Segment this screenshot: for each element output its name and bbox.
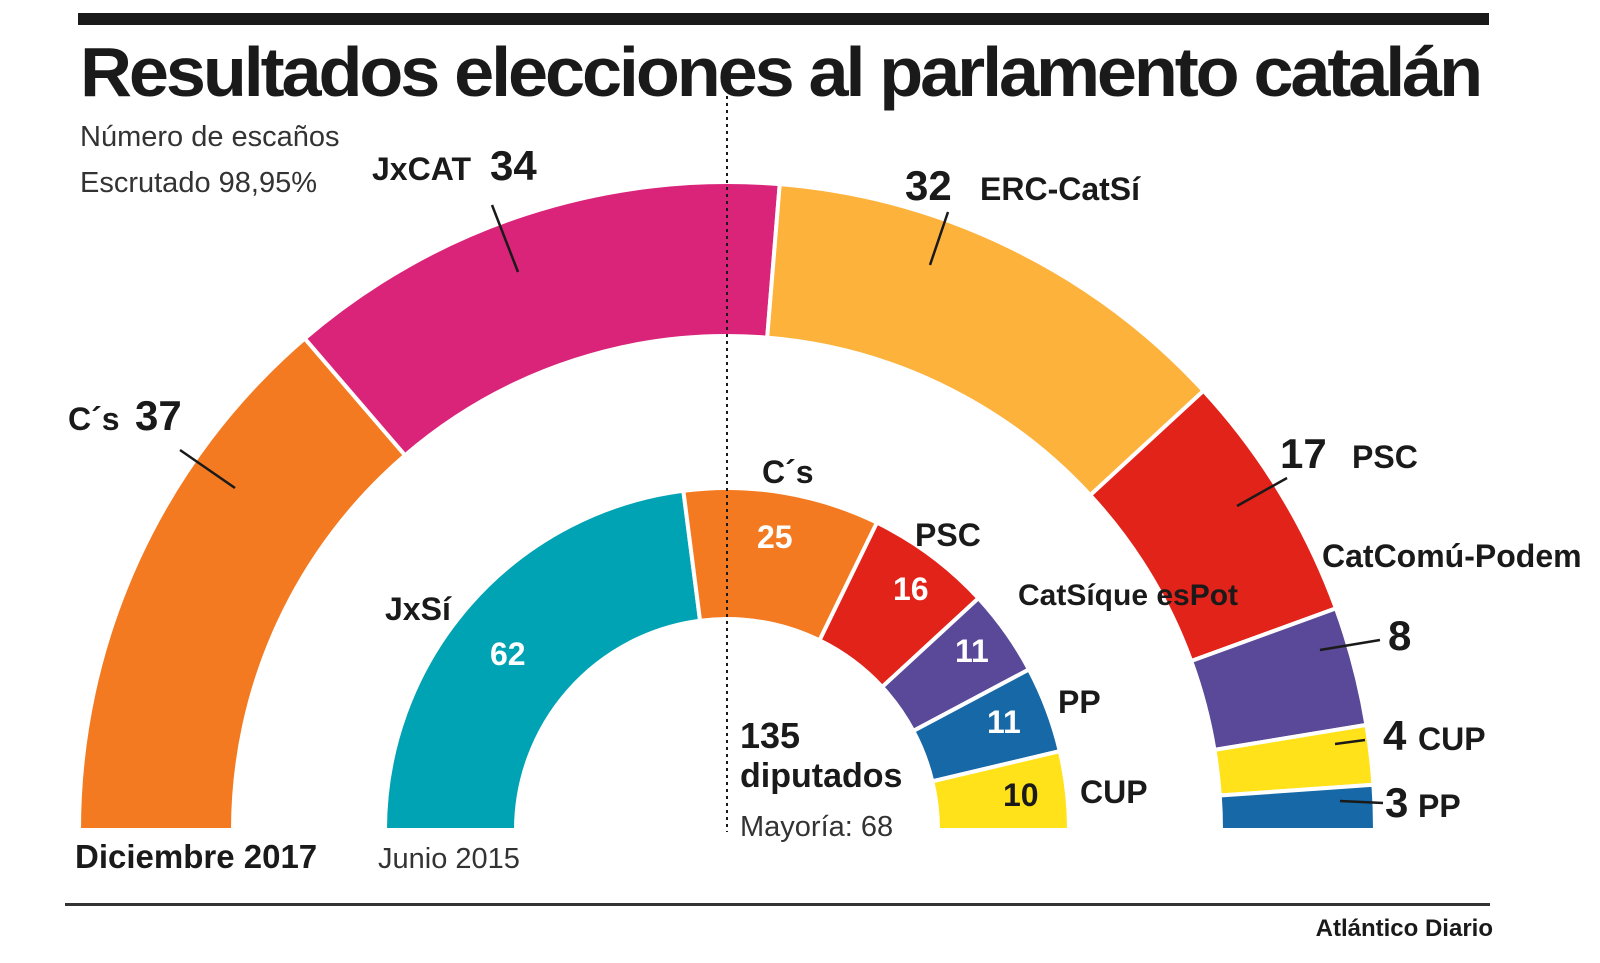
value-pp-2017: 3 <box>1385 779 1408 826</box>
inner-donut-2015 <box>382 486 1072 832</box>
value-jxcat: 34 <box>490 142 537 189</box>
label-pp-2017: PP <box>1418 788 1461 824</box>
label-pp-2015: PP <box>1058 684 1101 720</box>
value-psc-2017: 17 <box>1280 430 1327 477</box>
value-csqep: 11 <box>955 633 989 669</box>
value-psc-2015: 16 <box>893 571 929 607</box>
value-catcomu: 8 <box>1388 612 1411 659</box>
value-erc: 32 <box>905 162 952 209</box>
subtitle-seats: Número de escaños <box>80 121 340 153</box>
majority: Mayoría: 68 <box>740 811 893 843</box>
outer-label-2017: Diciembre 2017 <box>75 838 317 875</box>
segment-cup <box>929 748 1072 832</box>
leader-cup <box>1334 738 1366 746</box>
leader-jxcat <box>490 204 520 273</box>
label-jxsi: JxSí <box>385 591 452 627</box>
label-cup-2017: CUP <box>1418 721 1486 757</box>
label-erc: ERC-CatSí <box>980 171 1141 207</box>
label-cs-2015: C´s <box>762 454 814 490</box>
subtitle-counted: Escrutado 98,95% <box>80 167 317 199</box>
leader-psc <box>1236 476 1288 508</box>
top-rule <box>78 13 1489 25</box>
segment-pp <box>1217 782 1378 832</box>
segment-jxcat <box>301 180 782 459</box>
label-csqep: CatSíque esPot <box>1018 579 1238 612</box>
outer-donut-2017 <box>76 180 1378 832</box>
value-cs-2017: 37 <box>135 392 182 439</box>
leader-pp <box>1339 799 1384 805</box>
value-cup-2017: 4 <box>1383 712 1407 759</box>
source: Atlántico Diario <box>1316 915 1493 942</box>
total-seats-label: diputados <box>740 757 902 795</box>
segment-c-s <box>76 335 408 832</box>
leader-erc <box>928 211 950 266</box>
value-pp-2015: 11 <box>987 704 1021 740</box>
label-cup-2015: CUP <box>1080 774 1148 810</box>
value-jxsi: 62 <box>490 636 526 672</box>
label-jxcat: JxCAT <box>372 151 471 187</box>
bottom-rule <box>65 903 1490 906</box>
total-seats: 135 <box>740 715 800 756</box>
label-psc-2017: PSC <box>1352 439 1418 475</box>
value-cup-2015: 10 <box>1003 777 1039 813</box>
label-cs-2017: C´s <box>68 401 120 437</box>
label-catcomu: CatComú-Podem <box>1322 538 1582 574</box>
inner-label-2015: Junio 2015 <box>378 843 520 875</box>
label-psc-2015: PSC <box>915 517 981 553</box>
value-cs-2015: 25 <box>757 519 793 555</box>
leader-catcomu <box>1319 638 1381 652</box>
leader-cs <box>179 448 236 490</box>
segment-jxs- <box>382 488 703 832</box>
chart-title: Resultados elecciones al parlamento cata… <box>80 33 1480 111</box>
